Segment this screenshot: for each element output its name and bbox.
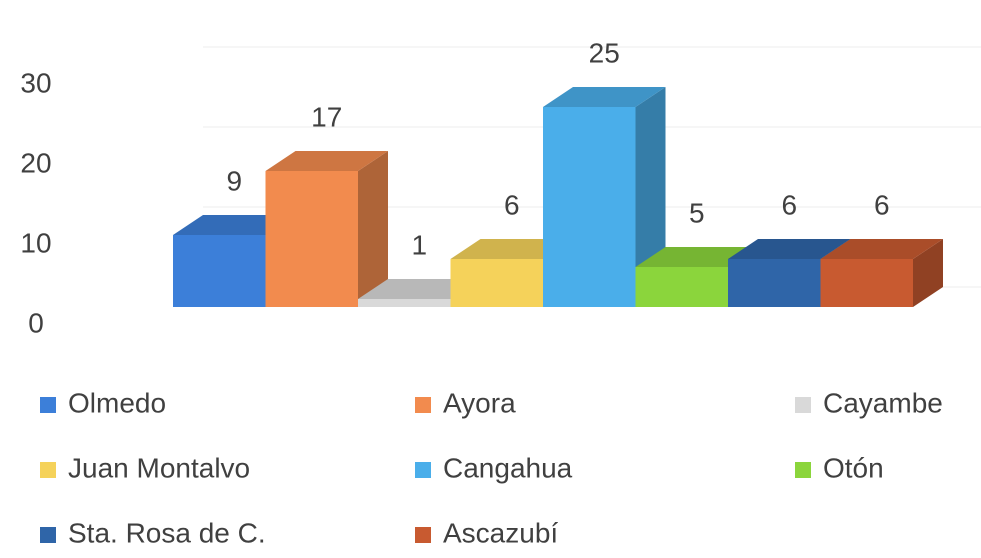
data-label: 17 — [311, 101, 342, 132]
bar — [173, 235, 266, 307]
bar — [358, 299, 451, 307]
legend-swatch — [415, 397, 431, 413]
bar-top — [728, 239, 851, 259]
bar-top — [358, 279, 481, 299]
bar — [820, 259, 913, 307]
y-tick-label: 10 — [20, 227, 51, 258]
bar-top — [635, 247, 758, 267]
legend-label: Ascazubí — [443, 517, 558, 548]
legend-label: Olmedo — [68, 387, 166, 418]
data-label: 25 — [589, 37, 620, 68]
bar — [635, 267, 728, 307]
data-label: 6 — [504, 189, 520, 220]
legend-swatch — [415, 527, 431, 543]
legend-label: Ayora — [443, 387, 516, 418]
bar-top — [543, 87, 666, 107]
bar-top — [265, 151, 388, 171]
legend-label: Cangahua — [443, 452, 573, 483]
legend-swatch — [40, 397, 56, 413]
legend-label: Juan Montalvo — [68, 452, 250, 483]
legend-label: Cayambe — [823, 387, 943, 418]
y-tick-label: 20 — [20, 147, 51, 178]
legend-swatch — [795, 462, 811, 478]
legend-swatch — [795, 397, 811, 413]
legend-swatch — [40, 527, 56, 543]
legend-label: Sta. Rosa de C. — [68, 517, 266, 548]
bar — [543, 107, 636, 307]
bar-side — [358, 151, 388, 307]
data-label: 6 — [781, 189, 797, 220]
bar — [728, 259, 821, 307]
legend-swatch — [40, 462, 56, 478]
data-label: 1 — [411, 229, 427, 260]
bar — [265, 171, 358, 307]
bar-top — [173, 215, 296, 235]
data-label: 5 — [689, 197, 705, 228]
legend-swatch — [415, 462, 431, 478]
bar — [450, 259, 543, 307]
data-label: 6 — [874, 189, 890, 220]
legend-label: Otón — [823, 452, 884, 483]
y-tick-label: 0 — [28, 307, 44, 338]
bar-top — [450, 239, 573, 259]
y-tick-label: 30 — [20, 67, 51, 98]
bar-top — [820, 239, 943, 259]
bar-side — [913, 239, 943, 307]
data-label: 9 — [226, 165, 242, 196]
